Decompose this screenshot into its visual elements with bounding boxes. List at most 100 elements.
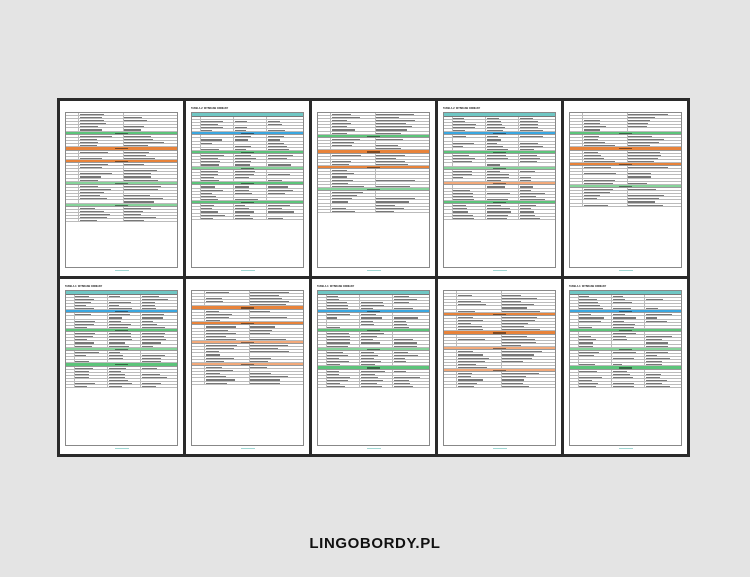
table-row [66, 209, 177, 214]
table-header [192, 113, 303, 117]
page-title: TABELA 2: WYBRANE ODMIANY [443, 107, 481, 110]
table-row [318, 113, 429, 117]
table-row [192, 297, 303, 301]
table-row [444, 160, 555, 164]
table-row [570, 294, 681, 298]
conjugation-table [65, 112, 178, 268]
section-band [192, 182, 303, 186]
page-thumbnail [312, 101, 435, 276]
table-row [444, 375, 555, 379]
table-row [444, 154, 555, 158]
table-row [444, 169, 555, 173]
table-row [318, 300, 429, 304]
section-band [444, 132, 555, 136]
table-row [192, 328, 303, 332]
table-row [318, 156, 429, 160]
table-header [318, 291, 429, 295]
table-row [570, 197, 681, 201]
table-row [444, 294, 555, 298]
table-row [66, 297, 177, 301]
table-row [570, 141, 681, 145]
table-row [570, 153, 681, 157]
section-band [192, 362, 303, 367]
table-row [318, 119, 429, 123]
table-row [570, 150, 681, 154]
table-row [318, 125, 429, 129]
document-pages-grid: TABELA 2: WYBRANE ODMIANY TABELA 2: WYBRA… [57, 98, 690, 457]
table-row [192, 353, 303, 357]
conjugation-table [317, 112, 430, 268]
table-row [570, 313, 681, 317]
table-row [66, 300, 177, 304]
table-row [192, 172, 303, 176]
table-row [192, 122, 303, 126]
table-row [318, 332, 429, 336]
section-band [570, 184, 681, 189]
table-row [570, 191, 681, 195]
table-row [192, 141, 303, 145]
footer-logo [191, 446, 304, 450]
table-row [192, 191, 303, 195]
page-title [191, 285, 304, 289]
table-row [66, 122, 177, 126]
table-row [66, 194, 177, 198]
table-row [444, 116, 555, 120]
table-row [192, 125, 303, 129]
table-row [192, 116, 303, 120]
table-row [66, 169, 177, 173]
table-row [192, 175, 303, 180]
section-band [570, 328, 681, 333]
table-header [444, 113, 555, 117]
table-row [192, 147, 303, 151]
table-row [66, 172, 177, 176]
table-row [444, 319, 555, 323]
table-row [444, 172, 555, 176]
section-band [318, 150, 429, 154]
footer-logo [569, 446, 682, 450]
table-row [192, 197, 303, 201]
section-band [318, 310, 429, 314]
section-band [318, 347, 429, 351]
table-row [318, 353, 429, 358]
table-row [66, 322, 177, 326]
table-row [318, 313, 429, 317]
table-row [444, 197, 555, 201]
table-row [444, 157, 555, 161]
table-row [66, 125, 177, 129]
table-row [570, 338, 681, 342]
table-row [318, 378, 429, 383]
table-row [66, 156, 177, 160]
table-row [570, 319, 681, 323]
table-row [66, 344, 177, 348]
table-row [570, 372, 681, 376]
table-row [570, 300, 681, 304]
table-row [318, 322, 429, 326]
section-band [444, 368, 555, 373]
section-band [444, 331, 555, 335]
table-row [66, 153, 177, 157]
table-row [318, 203, 429, 207]
page-thumbnail: TABELA 2: WYBRANE ODMIANY [186, 101, 309, 276]
table-row [444, 315, 555, 320]
table-row [318, 341, 429, 345]
table-row [192, 309, 303, 313]
table-row [318, 306, 429, 311]
table-row [444, 350, 555, 354]
table-row [444, 122, 555, 126]
table-row [318, 360, 429, 364]
table-row [66, 369, 177, 373]
page-title: TABELA 1: WYBRANE ODMIANY [569, 285, 607, 288]
table-row [444, 340, 555, 344]
table-row [570, 137, 681, 142]
table-row [318, 159, 429, 163]
table-row [444, 194, 555, 198]
section-band [192, 322, 303, 326]
table-row [570, 116, 681, 120]
table-row [570, 181, 681, 185]
table-row [318, 294, 429, 298]
table-row [66, 341, 177, 345]
table-row [66, 350, 177, 354]
table-row [570, 156, 681, 160]
table-row [318, 172, 429, 176]
table-row [318, 385, 429, 389]
